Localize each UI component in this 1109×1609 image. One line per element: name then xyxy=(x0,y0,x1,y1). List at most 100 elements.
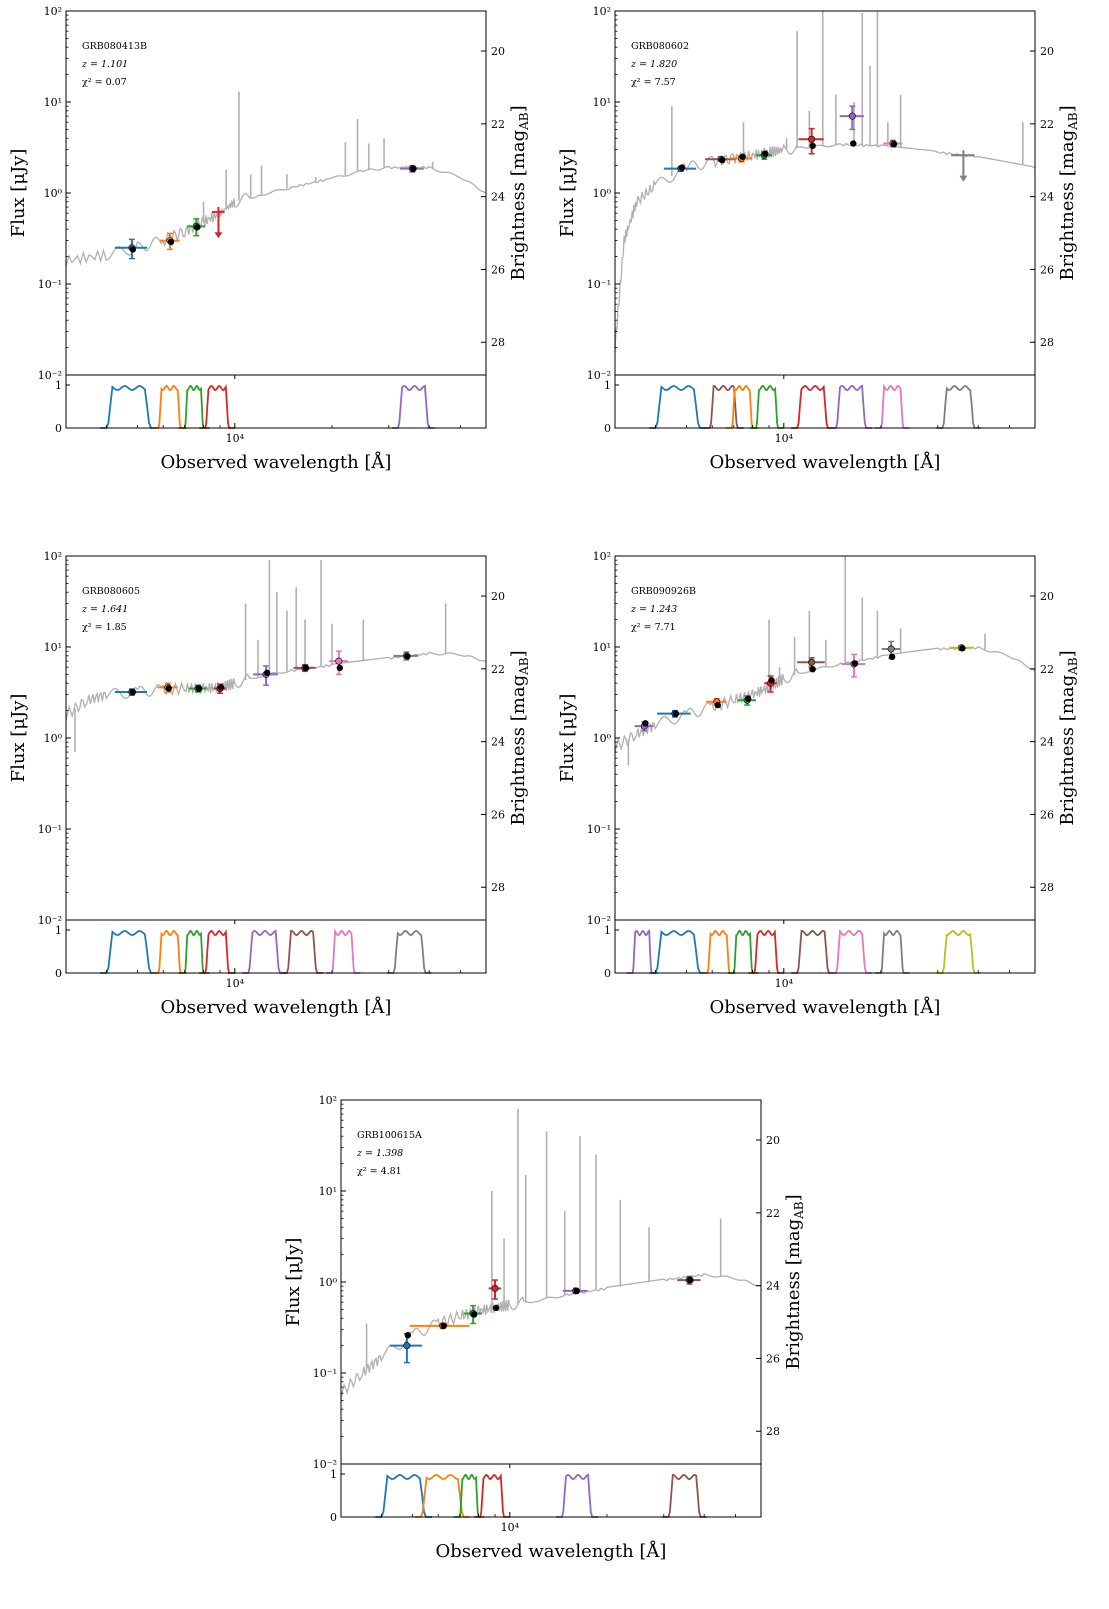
filter-y-tick-label: 1 xyxy=(604,379,611,392)
y2-axis-label: Brightness [magAB] xyxy=(1057,105,1080,280)
y-tick-label: 10¹ xyxy=(44,96,62,109)
photometry-point xyxy=(389,1332,423,1364)
filter-curve xyxy=(791,929,835,974)
flux-axis: 10⁻² 10⁻¹ 10⁰ 10¹ 10² xyxy=(313,1094,346,1471)
model-flux-marker xyxy=(739,153,746,160)
magnitude-axis: 20 22 24 26 28 xyxy=(756,1134,780,1438)
y-axis-label: Flux [μJy] xyxy=(8,694,29,783)
y-tick-label: 10⁻² xyxy=(587,914,611,927)
y-axis-label: Flux [μJy] xyxy=(557,149,578,238)
filter-curve xyxy=(791,384,834,429)
photometry-point xyxy=(488,1279,502,1312)
mag-tick-label: 28 xyxy=(1040,881,1054,894)
y2-label-subscript: AB xyxy=(1066,657,1080,676)
photometry-point xyxy=(677,1275,701,1285)
x-axis-label: Observed wavelength [Å] xyxy=(436,1540,667,1562)
mag-tick-label: 28 xyxy=(766,1425,780,1438)
filter-curve xyxy=(414,1473,470,1518)
photometry-point xyxy=(213,683,227,695)
y2-label-main: Brightness [mag xyxy=(508,130,529,281)
filter-y-tick-label: 1 xyxy=(55,379,62,392)
filter-curve xyxy=(178,929,210,974)
model-flux-marker xyxy=(851,660,859,667)
mag-tick-label: 26 xyxy=(1040,263,1054,276)
y2-label-close: ] xyxy=(783,1194,804,1201)
filter-curve xyxy=(662,1473,707,1518)
photometry-point xyxy=(159,232,180,251)
photometry-point xyxy=(157,682,178,693)
mag-tick-label: 26 xyxy=(491,808,505,821)
panel-grb090926b: 10⁻² 10⁻¹ 10⁰ 10¹ 10² 20 22 24 26 28 Flux [μJy] Bri… xyxy=(557,550,1080,1018)
x-axis-label: Observed wavelength [Å] xyxy=(161,451,392,473)
y-tick-label: 10² xyxy=(44,550,62,563)
mag-tick-label: 24 xyxy=(1040,191,1054,204)
model-flux-marker xyxy=(744,695,752,702)
flux-axis: 10⁻² 10⁻¹ 10⁰ 10¹ 10² xyxy=(587,550,620,927)
photometry-point xyxy=(881,640,900,661)
grb-name: GRB080602 xyxy=(631,41,689,52)
y-tick-label: 10⁻² xyxy=(313,1458,337,1471)
filter-y-tick-label: 1 xyxy=(330,1468,337,1481)
y-tick-label: 10⁻¹ xyxy=(587,278,611,291)
mag-tick-label: 26 xyxy=(1040,808,1054,821)
main-axes-frame xyxy=(614,10,1036,376)
observed-flux-marker xyxy=(808,135,816,143)
redshift-label: z = 1.398 xyxy=(356,1148,403,1159)
model-flux-marker xyxy=(809,142,816,150)
panel-grb100615a: 10⁻² 10⁻¹ 10⁰ 10¹ 10² 20 22 24 26 28 Flux [μJy] Bri… xyxy=(283,1094,806,1562)
filter-curve xyxy=(387,929,432,974)
y2-label-main: Brightness [mag xyxy=(508,675,529,826)
y-tick-label: 10⁰ xyxy=(593,732,612,745)
filter-curve xyxy=(391,384,436,429)
model-flux-marker xyxy=(687,1276,694,1284)
observed-flux-marker xyxy=(335,657,343,665)
grb-name: GRB080413B xyxy=(82,41,147,52)
redshift-label: z = 1.820 xyxy=(630,59,677,70)
model-spectrum xyxy=(615,646,1035,753)
observed-flux-marker xyxy=(491,1284,499,1292)
photometry-point xyxy=(797,657,825,673)
y-tick-label: 10⁰ xyxy=(44,187,63,200)
photometry-point xyxy=(212,206,225,239)
filter-y-tick-label: 0 xyxy=(330,1511,337,1524)
y2-axis-label: Brightness [magAB] xyxy=(1057,650,1080,825)
filter-axes-frame xyxy=(614,919,1036,974)
photometry-point xyxy=(400,164,424,173)
filter-curve xyxy=(829,384,873,429)
model-flux-marker xyxy=(410,165,417,172)
flux-axis: 10⁻² 10⁻¹ 10⁰ 10¹ 10² xyxy=(38,550,71,927)
photometry-point xyxy=(798,127,824,155)
filter-curve xyxy=(242,929,286,974)
y2-label-main: Brightness [mag xyxy=(1057,675,1078,826)
observed-flux-marker xyxy=(808,658,816,666)
model-spectrum xyxy=(66,165,486,267)
y-tick-label: 10² xyxy=(593,5,611,18)
photometry-point xyxy=(393,651,419,661)
model-flux-marker xyxy=(714,701,721,709)
filter-axes-frame xyxy=(340,1463,762,1518)
model-spectrum xyxy=(341,1273,761,1399)
x-tick-label: 10⁴ xyxy=(775,432,794,445)
filter-curve xyxy=(555,1473,599,1518)
model-flux-marker xyxy=(719,156,726,164)
filter-curve xyxy=(100,929,157,974)
y2-label-close: ] xyxy=(508,105,529,112)
photometry-point xyxy=(729,153,753,163)
y-axis-label: Flux [μJy] xyxy=(8,149,29,238)
panel-grb080602: 10⁻² 10⁻¹ 10⁰ 10¹ 10² 20 22 24 26 28 Flux [μJy] Bri… xyxy=(557,5,1080,473)
mag-tick-label: 26 xyxy=(491,263,505,276)
photometry-point xyxy=(951,150,975,182)
photometry-point xyxy=(883,139,903,148)
flux-axis: 10⁻² 10⁻¹ 10⁰ 10¹ 10² xyxy=(587,5,620,382)
x-tick-label: 10⁴ xyxy=(501,1521,520,1534)
photometry-point xyxy=(188,684,207,693)
model-flux-marker xyxy=(890,140,898,148)
filter-curve xyxy=(199,928,236,974)
photometry-point xyxy=(114,688,148,696)
filter-curve xyxy=(280,929,324,974)
mag-tick-label: 22 xyxy=(491,663,505,676)
main-axes-frame xyxy=(340,1099,762,1465)
y-tick-label: 10⁻² xyxy=(587,369,611,382)
filter-axes-frame xyxy=(614,374,1036,429)
model-flux-marker xyxy=(440,1322,447,1330)
